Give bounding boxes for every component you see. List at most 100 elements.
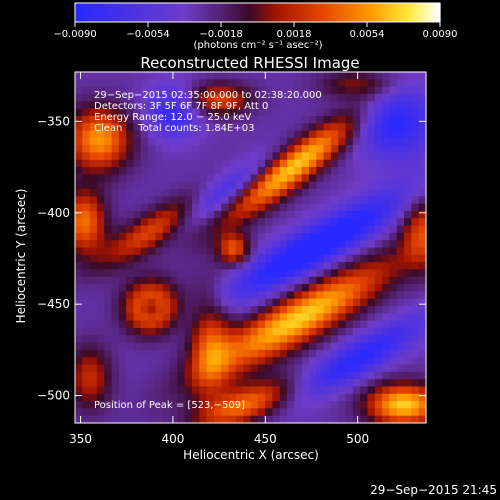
heatmap-cell bbox=[374, 386, 383, 395]
heatmap-cell bbox=[228, 72, 237, 80]
heatmap-cell bbox=[82, 196, 91, 205]
heatmap-cell bbox=[177, 101, 186, 110]
heatmap-cell bbox=[111, 298, 120, 307]
colorbar-cell bbox=[400, 3, 405, 22]
heatmap-cell bbox=[279, 159, 288, 168]
heatmap-cell bbox=[82, 86, 91, 95]
heatmap-cell bbox=[367, 130, 376, 139]
heatmap-cell bbox=[382, 86, 390, 95]
heatmap-cell bbox=[352, 145, 361, 153]
heatmap-cell bbox=[206, 210, 215, 219]
heatmap-cell bbox=[199, 86, 208, 95]
heatmap-cell bbox=[411, 291, 420, 300]
heatmap-cell bbox=[75, 189, 83, 197]
heatmap-cell bbox=[221, 247, 230, 256]
heatmap-cell bbox=[155, 137, 164, 146]
heatmap-cell bbox=[118, 408, 127, 417]
heatmap-cell bbox=[338, 72, 347, 80]
heatmap-cell bbox=[192, 218, 200, 227]
heatmap-cell bbox=[184, 196, 193, 205]
heatmap-cell bbox=[213, 152, 222, 161]
heatmap-cell bbox=[345, 364, 354, 373]
heatmap-cell bbox=[96, 159, 105, 168]
heatmap-cell bbox=[389, 145, 398, 153]
heatmap-cell bbox=[338, 196, 347, 205]
heatmap-cell bbox=[118, 364, 127, 373]
heatmap-cell bbox=[206, 152, 215, 161]
colorbar-cell bbox=[196, 3, 201, 22]
heatmap-cell bbox=[338, 218, 347, 227]
heatmap-cell bbox=[140, 86, 149, 95]
heatmap-cell bbox=[162, 320, 171, 329]
heatmap-cell bbox=[411, 379, 420, 387]
heatmap-cell bbox=[96, 145, 105, 153]
heatmap-cell bbox=[96, 189, 105, 197]
heatmap-cell bbox=[235, 218, 244, 227]
heatmap-cell bbox=[294, 181, 303, 190]
colorbar-cell bbox=[345, 3, 350, 22]
heatmap-cell bbox=[352, 393, 361, 402]
heatmap-cell bbox=[192, 210, 200, 219]
heatmap-cell bbox=[294, 254, 303, 263]
heatmap-cell bbox=[287, 152, 295, 161]
heatmap-cell bbox=[206, 79, 215, 88]
heatmap-cell bbox=[309, 408, 317, 417]
heatmap-cell bbox=[118, 225, 127, 234]
heatmap-cell bbox=[111, 93, 120, 102]
heatmap-cell bbox=[287, 320, 295, 329]
heatmap-cell bbox=[118, 276, 127, 285]
heatmap-cell bbox=[411, 115, 420, 124]
heatmap-cell bbox=[235, 240, 244, 248]
heatmap-cell bbox=[228, 137, 237, 146]
heatmap-cell bbox=[96, 276, 105, 285]
heatmap-cell bbox=[316, 327, 325, 336]
heatmap-cell bbox=[287, 408, 295, 417]
heatmap-cell bbox=[294, 291, 303, 300]
heatmap-cell bbox=[133, 313, 142, 322]
heatmap-cell bbox=[330, 79, 339, 88]
heatmap-cell bbox=[75, 181, 83, 190]
heatmap-cell bbox=[323, 408, 332, 417]
heatmap-cell bbox=[155, 181, 164, 190]
heatmap-cell bbox=[411, 232, 420, 241]
heatmap-cell bbox=[345, 291, 354, 300]
heatmap-cell bbox=[382, 174, 390, 183]
heatmap-cell bbox=[250, 137, 259, 146]
heatmap-cell bbox=[104, 203, 113, 212]
colorbar-cell bbox=[409, 3, 414, 22]
heatmap-cell bbox=[287, 79, 295, 88]
heatmap-cell bbox=[418, 123, 426, 131]
heatmap-cell bbox=[360, 152, 368, 161]
heatmap-cell bbox=[323, 306, 332, 314]
y-tick-label: −450 bbox=[37, 297, 70, 311]
heatmap-cell bbox=[250, 320, 259, 329]
colorbar-cell bbox=[166, 3, 170, 22]
heatmap-cell bbox=[374, 101, 383, 110]
heatmap-cell bbox=[243, 86, 251, 95]
heatmap-cell bbox=[294, 86, 303, 95]
heatmap-cell bbox=[389, 101, 398, 110]
heatmap-cell bbox=[352, 306, 361, 314]
heatmap-cell bbox=[118, 379, 127, 387]
heatmap-cell bbox=[396, 364, 405, 373]
heatmap-cell bbox=[330, 393, 339, 402]
heatmap-cell bbox=[235, 196, 244, 205]
heatmap-cell bbox=[272, 379, 281, 387]
heatmap-cell bbox=[330, 93, 339, 102]
heatmap-cell bbox=[111, 196, 120, 205]
heatmap-cell bbox=[367, 276, 376, 285]
heatmap-cell bbox=[104, 196, 113, 205]
heatmap-cell bbox=[257, 401, 266, 409]
heatmap-cell bbox=[396, 167, 405, 175]
heatmap-cell bbox=[309, 276, 317, 285]
heatmap-cell bbox=[279, 284, 288, 292]
heatmap-cell bbox=[257, 254, 266, 263]
heatmap-cell bbox=[389, 240, 398, 248]
heatmap-cell bbox=[316, 408, 325, 417]
heatmap-cell bbox=[272, 79, 281, 88]
heatmap-cell bbox=[96, 357, 105, 365]
heatmap-cell bbox=[316, 386, 325, 395]
heatmap-cell bbox=[250, 349, 259, 358]
heatmap-cell bbox=[418, 298, 426, 307]
heatmap-cell bbox=[213, 137, 222, 146]
